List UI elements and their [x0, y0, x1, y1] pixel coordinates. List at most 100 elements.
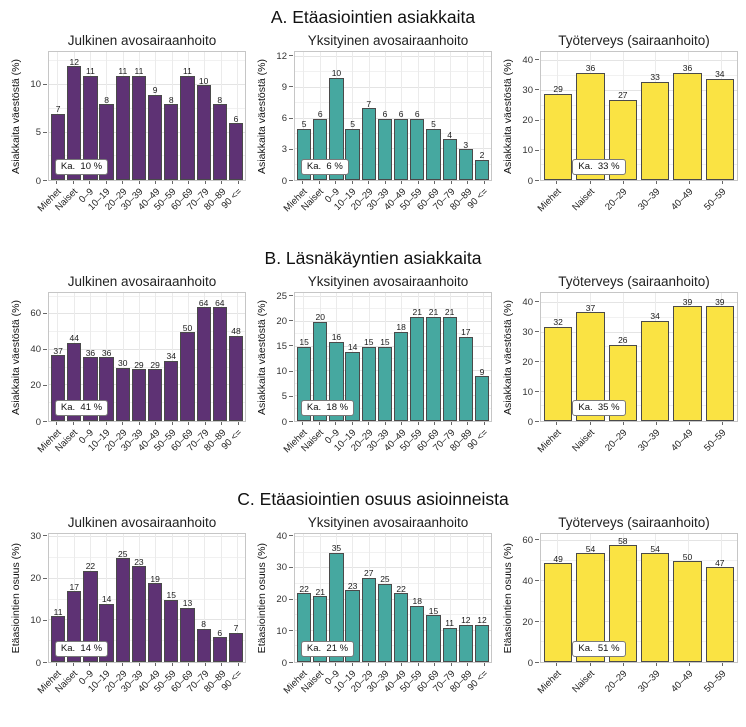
y-tick-label: 20	[276, 593, 287, 605]
gridline-minor	[49, 107, 245, 109]
bar-slot: 6	[409, 52, 425, 180]
x-tick-mark	[122, 181, 124, 184]
bar: 7	[361, 100, 376, 180]
y-axis: 0 5 10 15 20 25	[269, 291, 294, 426]
gridline-minor	[541, 346, 737, 348]
bar: 64	[196, 299, 211, 421]
x-axis-labels: Miehet Naiset 20–29 30–39 40–49 50–59	[536, 425, 738, 472]
bar-value-label: 54	[585, 543, 596, 554]
panel-body: Asiakkaita väestöstä (%) 0 5 10 15 20 25 15 20 16…	[254, 291, 492, 472]
bar-value-label: 11	[445, 618, 455, 629]
x-tick-mark	[384, 422, 386, 425]
y-axis-label: Etäasiointien osuus (%)	[255, 542, 268, 654]
y-axis-label: Asiakkaita väestöstä (%)	[9, 58, 22, 174]
y-tick-mark	[535, 662, 539, 663]
x-tick-mark	[89, 422, 91, 425]
bar-value-label: 27	[364, 568, 374, 579]
y-tick-mark	[535, 180, 539, 181]
gridline-vertical	[482, 293, 484, 421]
x-tick-mark	[105, 663, 107, 666]
y-tick-label: 10	[30, 615, 41, 627]
bar: 7	[228, 624, 244, 662]
gridline-minor	[295, 407, 491, 409]
bar-slot: 32	[542, 293, 574, 421]
bar-slot: 17	[458, 293, 474, 421]
bar-value-label: 22	[299, 583, 309, 594]
x-axis-label: 50–59	[702, 186, 729, 213]
bar-value-label: 18	[412, 596, 423, 607]
panel-title: Yksityinen avosairaanhoito	[307, 33, 469, 48]
gridline-major	[541, 540, 737, 542]
x-tick-mark	[122, 663, 124, 666]
panel-row: Julkinen avosairaanhoito Etäasiointien os…	[0, 515, 746, 713]
x-tick-mark	[89, 663, 91, 666]
panel-row: Julkinen avosairaanhoito Asiakkaita väest…	[0, 33, 746, 231]
gridline-vertical	[482, 52, 484, 180]
x-tick-mark	[483, 181, 485, 184]
bar: 22	[83, 562, 98, 662]
bar: 48	[228, 327, 244, 421]
mean-annotation: Ka. 18 %	[300, 399, 355, 416]
x-axis-labels: Miehet Naiset 20–29 30–39 40–49 50–59	[536, 666, 738, 713]
gridline-vertical	[57, 534, 59, 662]
y-tick-label: 6	[281, 112, 287, 124]
bar-slot: 18	[409, 534, 425, 662]
gridline-major	[541, 580, 737, 582]
gridline-major	[541, 149, 737, 151]
bar-slot: 2	[474, 52, 490, 180]
x-tick-mark	[417, 422, 419, 425]
bar: 25	[377, 575, 393, 662]
gridline-minor	[295, 614, 491, 616]
bar: 9	[148, 86, 163, 180]
y-tick-label: 0	[281, 416, 287, 428]
y-tick-mark	[289, 117, 293, 119]
gridline-major	[541, 89, 737, 91]
bar: 29	[131, 361, 147, 421]
bar-value-label: 49	[553, 553, 563, 564]
bar-value-label: 39	[715, 296, 725, 307]
gridline-minor	[49, 60, 245, 62]
x-tick-mark	[138, 663, 140, 666]
bar-slot: 8	[196, 534, 212, 662]
gridline-major	[295, 86, 491, 88]
x-tick-mark	[72, 663, 74, 666]
y-axis-label: Asiakkaita väestöstä (%)	[501, 299, 514, 415]
plot-area: 7 12 11 8 11 11 9 8 11 10 8 6 Ka. 10 %	[48, 51, 246, 181]
x-tick-mark	[450, 663, 452, 666]
y-tick-label: 40	[522, 296, 533, 308]
x-ticks	[540, 663, 738, 666]
bar-value-label: 29	[134, 359, 144, 370]
bar-value-label: 10	[331, 68, 342, 79]
y-tick-label: 40	[522, 54, 533, 66]
panel-title: Työterveys (sairaanhoito)	[558, 274, 710, 289]
bar-value-label: 2	[479, 150, 485, 161]
x-axis-label: 30–39	[636, 186, 663, 213]
gridline-minor	[541, 104, 737, 106]
plot-column: 11 17 22 14 25 23 19 15 13 8 6 7 Ka. 14 % Miehet Naise…	[35, 533, 246, 713]
bar-value-label: 20	[315, 312, 325, 323]
gridline-minor	[49, 295, 245, 297]
y-tick-mark	[535, 301, 539, 303]
y-tick-mark	[289, 370, 293, 372]
gridline-minor	[541, 317, 737, 319]
section-heading: A. Etäasiointien asiakkaita	[270, 7, 476, 27]
bar: 21	[426, 308, 441, 421]
bar-slot: 22	[393, 534, 409, 662]
x-tick-mark	[450, 181, 452, 184]
plot-column: 22 21 35 23 27 25 22 18 15 11 12 12 Ka. 21 % Miehet Na…	[281, 533, 492, 713]
x-tick-mark	[450, 422, 452, 425]
x-axis-label: 50–59	[702, 668, 729, 695]
bar-value-label: 36	[101, 347, 112, 358]
bar-slot: 3	[458, 52, 474, 180]
bar: 10	[196, 77, 211, 180]
bar-value-label: 36	[85, 347, 96, 358]
x-ticks	[540, 422, 738, 425]
bar-slot: 6	[212, 534, 228, 662]
bar-value-label: 34	[166, 351, 177, 362]
bar: 2	[474, 151, 490, 180]
x-tick-mark	[155, 663, 157, 666]
x-tick-mark	[467, 663, 469, 666]
gridline-major	[49, 84, 245, 86]
gridline-vertical	[466, 52, 468, 180]
